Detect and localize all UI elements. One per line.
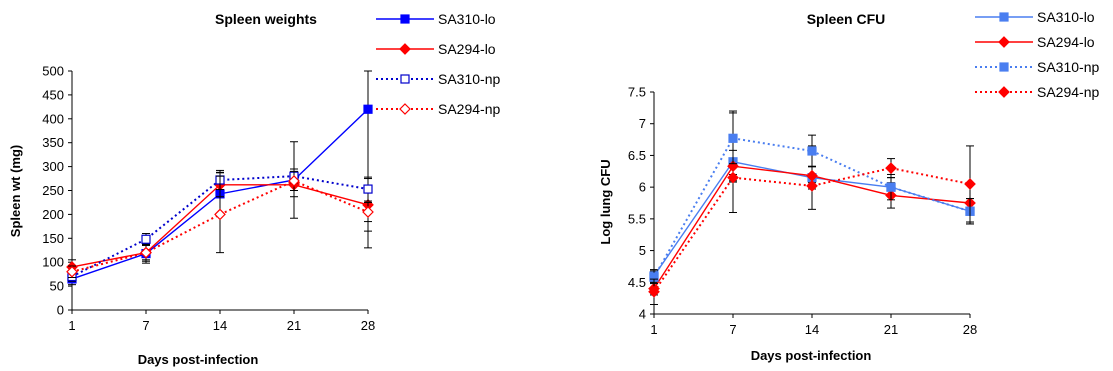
legend-item: SA310-np xyxy=(376,71,500,87)
x-tick-label: 21 xyxy=(287,318,301,333)
y-tick-label: 250 xyxy=(42,183,64,198)
y-tick-label: 150 xyxy=(42,231,64,246)
data-point xyxy=(66,265,78,278)
x-axis-title: Days post-infection xyxy=(138,352,259,367)
y-tick-label: 4 xyxy=(639,307,646,322)
y-tick-label: 5.5 xyxy=(628,211,646,226)
legend-label: SA310-np xyxy=(1037,59,1099,75)
x-tick-label: 14 xyxy=(805,322,819,337)
legend-item: SA294-lo xyxy=(376,41,496,57)
axis-ticks: 4 4.5 5 5.5 6 6.5 7 7.5 1 7 14 21 28 xyxy=(628,85,977,338)
data-point xyxy=(727,171,739,184)
legend-marker xyxy=(399,43,411,55)
x-axis-title: Days post-infection xyxy=(751,348,872,363)
legend-label: SA310-lo xyxy=(1037,9,1095,25)
plot-series xyxy=(648,110,976,305)
x-tick-label: 1 xyxy=(650,322,657,337)
y-tick-label: 350 xyxy=(42,135,64,150)
chart-title: Spleen CFU xyxy=(807,11,886,27)
y-tick-label: 50 xyxy=(50,279,64,294)
y-tick-label: 7 xyxy=(639,116,646,131)
legend: SA310-lo SA294-lo SA310-np SA294-np xyxy=(975,9,1099,100)
legend-marker xyxy=(400,74,410,84)
legend-item: SA294-np xyxy=(376,101,500,117)
legend: SA310-lo SA294-lo SA310-np SA294-np xyxy=(376,11,500,117)
data-point xyxy=(807,146,817,156)
data-point xyxy=(363,104,373,114)
chart-spleen-weights: Spleen weights Days post-infection Splee… xyxy=(8,11,500,367)
legend-marker xyxy=(998,36,1010,48)
series-line xyxy=(653,137,971,278)
plot-series xyxy=(66,70,374,286)
y-axis-title: Spleen wt (mg) xyxy=(8,145,23,237)
y-tick-label: 200 xyxy=(42,207,64,222)
y-tick-label: 7.5 xyxy=(628,85,646,100)
y-tick-label: 0 xyxy=(57,303,64,318)
legend-label: SA294-np xyxy=(438,101,500,117)
legend-item: SA310-lo xyxy=(975,9,1095,25)
y-tick-label: 4.5 xyxy=(628,275,646,290)
series-SA294-np xyxy=(648,145,976,305)
y-tick-label: 6.5 xyxy=(628,148,646,163)
legend-label: SA294-lo xyxy=(438,41,496,57)
data-point xyxy=(886,182,896,192)
series-SA294-np xyxy=(66,170,374,278)
legend-marker xyxy=(998,86,1010,98)
legend-marker xyxy=(999,62,1009,72)
y-tick-label: 400 xyxy=(42,111,64,126)
series-SA294-lo xyxy=(648,149,976,296)
y-axis-title: Log lung CFU xyxy=(598,159,613,244)
data-point xyxy=(363,184,373,194)
y-tick-label: 500 xyxy=(42,64,64,79)
data-point xyxy=(140,246,152,259)
legend-label: SA310-lo xyxy=(438,11,496,27)
data-point xyxy=(214,208,226,221)
y-tick-label: 6 xyxy=(639,180,646,195)
legend-label: SA310-np xyxy=(438,71,500,87)
series-line xyxy=(653,167,971,293)
data-point xyxy=(806,180,818,192)
legend-marker xyxy=(399,103,411,115)
data-point xyxy=(288,175,300,187)
y-tick-label: 300 xyxy=(42,159,64,174)
legend-item: SA294-lo xyxy=(975,34,1095,50)
x-tick-label: 21 xyxy=(884,322,898,337)
y-tick-label: 5 xyxy=(639,243,646,258)
x-tick-label: 28 xyxy=(361,318,375,333)
x-tick-label: 1 xyxy=(68,318,75,333)
data-point xyxy=(648,285,660,298)
series-line xyxy=(71,175,369,278)
x-tick-label: 14 xyxy=(213,318,227,333)
data-point xyxy=(964,178,976,190)
legend-marker xyxy=(999,12,1009,22)
chart-title: Spleen weights xyxy=(215,11,317,27)
x-tick-label: 7 xyxy=(729,322,736,337)
chart-spleen-cfu: Spleen CFU Days post-infection Log lung … xyxy=(598,9,1099,363)
data-point xyxy=(362,206,374,218)
legend-item: SA294-np xyxy=(975,84,1099,100)
data-point xyxy=(885,162,897,174)
axis-ticks: 0 50 100 150 200 250 300 350 400 450 500 1 7 14 21 28 xyxy=(42,64,375,334)
x-tick-label: 7 xyxy=(142,318,149,333)
y-tick-label: 450 xyxy=(42,87,64,102)
legend-marker xyxy=(400,14,410,24)
legend-item: SA310-np xyxy=(975,59,1099,75)
legend-item: SA310-lo xyxy=(376,11,496,27)
data-point xyxy=(141,234,151,244)
series-line xyxy=(71,179,369,273)
legend-label: SA294-lo xyxy=(1037,34,1095,50)
y-tick-label: 100 xyxy=(42,255,64,270)
legend-label: SA294-np xyxy=(1037,84,1099,100)
x-tick-label: 28 xyxy=(963,322,977,337)
data-point xyxy=(728,133,738,143)
